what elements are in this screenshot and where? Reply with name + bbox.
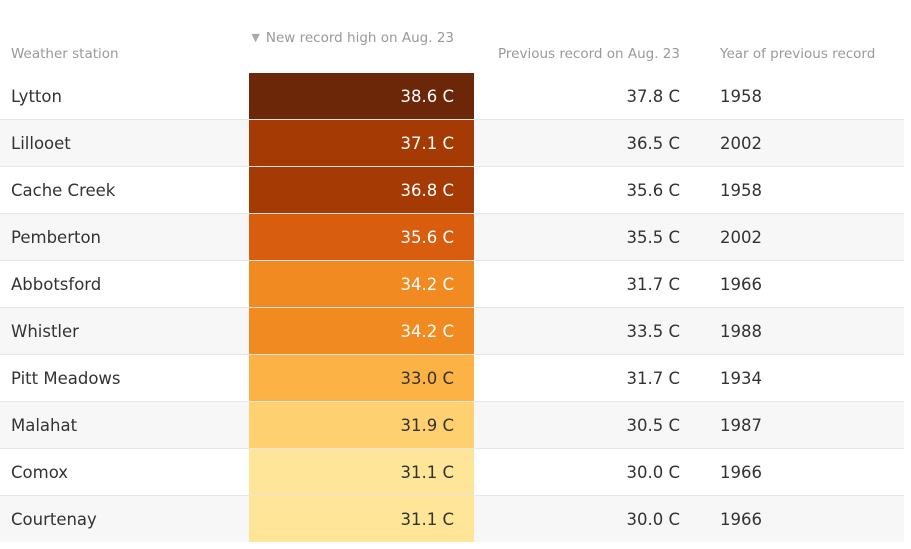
new-record-value: 37.1 C	[400, 133, 454, 153]
new-record-value: 31.1 C	[400, 462, 454, 482]
records-table: Weather station ▼ New record high on Aug.…	[0, 0, 904, 542]
new-record-value: 31.9 C	[400, 415, 454, 435]
station-cell: Malahat	[11, 415, 78, 435]
previous-record-cell: 30.5 C	[626, 415, 680, 435]
station-cell: Lytton	[11, 86, 62, 106]
header-previous-record[interactable]: Previous record on Aug. 23	[498, 46, 680, 62]
year-cell: 2002	[720, 133, 762, 153]
year-cell: 1966	[720, 462, 762, 482]
table-row: Abbotsford 34.2 C 31.7 C 1966	[0, 260, 904, 307]
new-record-cell: 35.6 C	[249, 214, 474, 260]
year-cell: 1966	[720, 509, 762, 529]
header-new-record[interactable]: ▼ New record high on Aug. 23	[249, 29, 454, 47]
new-record-value: 34.2 C	[400, 321, 454, 341]
table-row: Courtenay 31.1 C 30.0 C 1966	[0, 495, 904, 542]
table-row: Comox 31.1 C 30.0 C 1966	[0, 448, 904, 495]
station-cell: Whistler	[11, 321, 79, 341]
previous-record-cell: 31.7 C	[626, 368, 680, 388]
station-cell: Lillooet	[11, 133, 71, 153]
new-record-value: 36.8 C	[400, 180, 454, 200]
year-cell: 2002	[720, 227, 762, 247]
previous-record-cell: 37.8 C	[626, 86, 680, 106]
header-weather-station[interactable]: Weather station	[11, 46, 119, 62]
table-row: Lytton 38.6 C 37.8 C 1958	[0, 73, 904, 119]
new-record-cell: 34.2 C	[249, 261, 474, 307]
previous-record-cell: 30.0 C	[626, 509, 680, 529]
table-body: Lytton 38.6 C 37.8 C 1958 Lillooet 37.1 C 36.5…	[0, 73, 904, 542]
year-cell: 1988	[720, 321, 762, 341]
table-row: Whistler 34.2 C 33.5 C 1988	[0, 307, 904, 354]
header-new-record-label: New record high on Aug. 23	[265, 30, 454, 46]
new-record-cell: 31.9 C	[249, 402, 474, 448]
year-cell: 1934	[720, 368, 762, 388]
previous-record-cell: 33.5 C	[626, 321, 680, 341]
table-row: Cache Creek 36.8 C 35.6 C 1958	[0, 166, 904, 213]
new-record-cell: 36.8 C	[249, 167, 474, 213]
table-header: Weather station ▼ New record high on Aug.…	[0, 0, 904, 73]
station-cell: Comox	[11, 462, 69, 482]
previous-record-cell: 30.0 C	[626, 462, 680, 482]
new-record-value: 33.0 C	[400, 368, 454, 388]
table-row: Lillooet 37.1 C 36.5 C 2002	[0, 119, 904, 166]
table-row: Malahat 31.9 C 30.5 C 1987	[0, 401, 904, 448]
new-record-value: 38.6 C	[400, 86, 454, 106]
new-record-value: 34.2 C	[400, 274, 454, 294]
year-cell: 1958	[720, 180, 762, 200]
new-record-cell: 33.0 C	[249, 355, 474, 401]
table-row: Pemberton 35.6 C 35.5 C 2002	[0, 213, 904, 260]
station-cell: Pitt Meadows	[11, 368, 121, 388]
new-record-value: 35.6 C	[400, 227, 454, 247]
year-cell: 1958	[720, 86, 762, 106]
station-cell: Pemberton	[11, 227, 102, 247]
previous-record-cell: 36.5 C	[626, 133, 680, 153]
year-cell: 1966	[720, 274, 762, 294]
new-record-value: 31.1 C	[400, 509, 454, 529]
header-year[interactable]: Year of previous record	[720, 46, 876, 62]
new-record-cell: 31.1 C	[249, 449, 474, 495]
previous-record-cell: 31.7 C	[626, 274, 680, 294]
previous-record-cell: 35.5 C	[626, 227, 680, 247]
new-record-cell: 34.2 C	[249, 308, 474, 354]
station-cell: Abbotsford	[11, 274, 102, 294]
new-record-cell: 38.6 C	[249, 73, 474, 119]
station-cell: Cache Creek	[11, 180, 116, 200]
station-cell: Courtenay	[11, 509, 97, 529]
new-record-cell: 37.1 C	[249, 120, 474, 166]
new-record-cell: 31.1 C	[249, 496, 474, 542]
table-row: Pitt Meadows 33.0 C 31.7 C 1934	[0, 354, 904, 401]
year-cell: 1987	[720, 415, 762, 435]
sort-arrow-icon: ▼	[251, 31, 260, 44]
previous-record-cell: 35.6 C	[626, 180, 680, 200]
